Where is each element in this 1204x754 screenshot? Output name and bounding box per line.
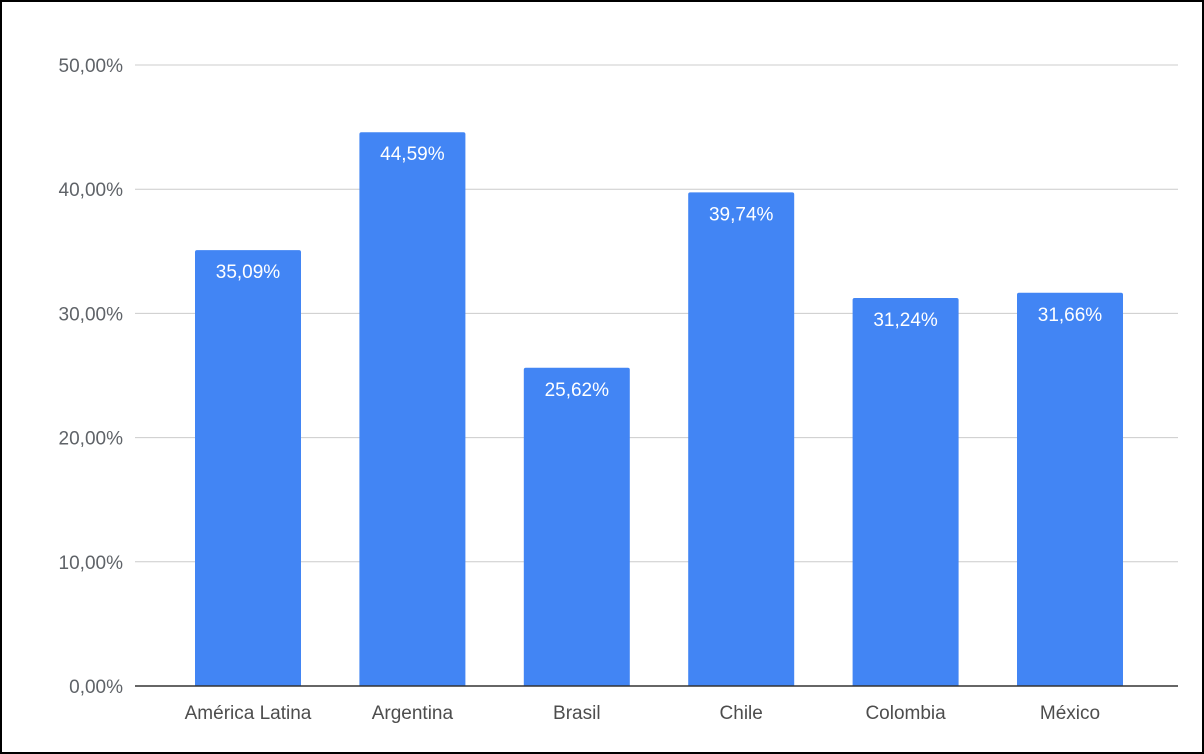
bar-data-label: 35,09% [216,262,281,283]
bar-data-label: 31,66% [1038,305,1103,326]
x-category-label: América Latina [185,703,312,724]
bar [195,250,301,687]
y-tick-label: 20,00% [59,429,124,450]
bar [688,192,795,686]
bar-data-label: 39,74% [709,204,774,225]
y-tick-label: 50,00% [59,56,124,77]
x-category-label: México [1040,703,1100,724]
bar [1017,292,1123,686]
bars [195,132,1123,687]
y-tick-label: 10,00% [59,553,124,574]
x-category-label: Brasil [553,703,601,724]
bar-data-label: 44,59% [380,144,445,165]
bar-data-labels: 35,09% 44,59% 25,62% 39,74% 31,24% 31,66% [216,144,1103,401]
bar [852,297,959,686]
bar-data-label: 25,62% [545,380,610,401]
gridlines [135,64,1178,563]
y-tick-label: 40,00% [59,180,124,201]
bar-data-label: 31,24% [873,310,938,331]
bar [359,132,466,686]
x-axis-category-labels: América Latina Argentina Brasil Chile Colomb… [185,703,1100,724]
x-category-label: Chile [720,703,763,724]
y-tick-label: 30,00% [59,304,124,325]
y-tick-label: 0,00% [69,677,123,698]
bar [523,367,630,686]
x-category-label: Argentina [372,703,454,724]
y-axis-tick-labels: 0,00% 10,00% 20,00% 30,00% 40,00% 50,00% [59,56,124,698]
x-category-label: Colombia [865,703,946,724]
